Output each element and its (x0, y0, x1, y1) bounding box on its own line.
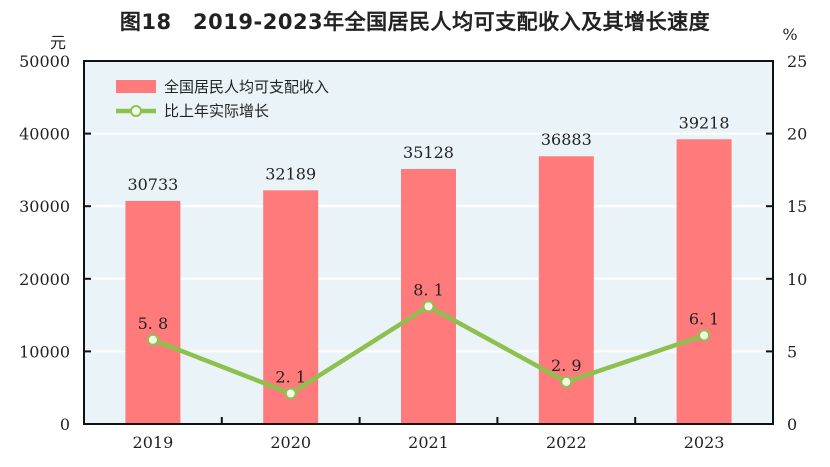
legend-bar-swatch (116, 80, 156, 93)
y-left-tick-label: 50000 (19, 52, 70, 71)
y-right-tick-label: 0 (787, 415, 797, 434)
y-right-unit: % (782, 25, 797, 44)
growth-point-2019 (146, 333, 159, 346)
bar-2023 (676, 139, 732, 424)
y-left-tick-label: 20000 (19, 270, 70, 289)
y-right-tick-label: 25 (787, 52, 807, 71)
y-right-tick-label: 10 (787, 270, 807, 289)
plot-frame (83, 60, 774, 425)
growth-point-2022 (560, 375, 573, 388)
x-tick-label: 2019 (133, 433, 174, 452)
y-right-tick-label: 15 (787, 197, 807, 216)
legend-bar-label: 全国居民人均可支配收入 (164, 78, 329, 96)
growth-value-label: 8. 1 (413, 280, 444, 299)
y-left-tick-label: 30000 (19, 197, 70, 216)
y-left-tick-label: 10000 (19, 342, 70, 361)
y-left-unit: 元 (50, 33, 66, 52)
legend-line-label: 比上年实际增长 (164, 102, 269, 120)
growth-point-2020 (284, 387, 297, 400)
bar-value-label: 35128 (403, 143, 454, 162)
x-tick-label: 2021 (408, 433, 449, 452)
y-right-tick-label: 20 (787, 125, 807, 144)
x-tick-label: 2020 (270, 433, 311, 452)
growth-point-2021 (422, 300, 435, 313)
growth-value-label: 5. 8 (138, 314, 169, 333)
growth-value-label: 2. 9 (551, 356, 582, 375)
bar-value-label: 30733 (127, 175, 178, 194)
legend-line-marker (130, 105, 142, 117)
growth-value-label: 6. 1 (689, 309, 720, 328)
bar-value-label: 39218 (679, 113, 730, 132)
bar-value-label: 32189 (265, 164, 316, 183)
chart-title: 图18 2019-2023年全国居民人均可支配收入及其增长速度 (119, 10, 711, 34)
bar-value-label: 36883 (541, 130, 592, 149)
growth-value-label: 2. 1 (275, 368, 306, 387)
bar-2021 (401, 168, 456, 424)
y-left-tick-label: 40000 (19, 125, 70, 144)
y-left-tick-label: 0 (60, 415, 70, 434)
growth-point-2023 (698, 329, 711, 342)
bar-2019 (125, 200, 181, 424)
y-right-tick-label: 5 (787, 342, 797, 361)
x-tick-label: 2022 (546, 433, 587, 452)
x-tick-label: 2023 (684, 433, 725, 452)
